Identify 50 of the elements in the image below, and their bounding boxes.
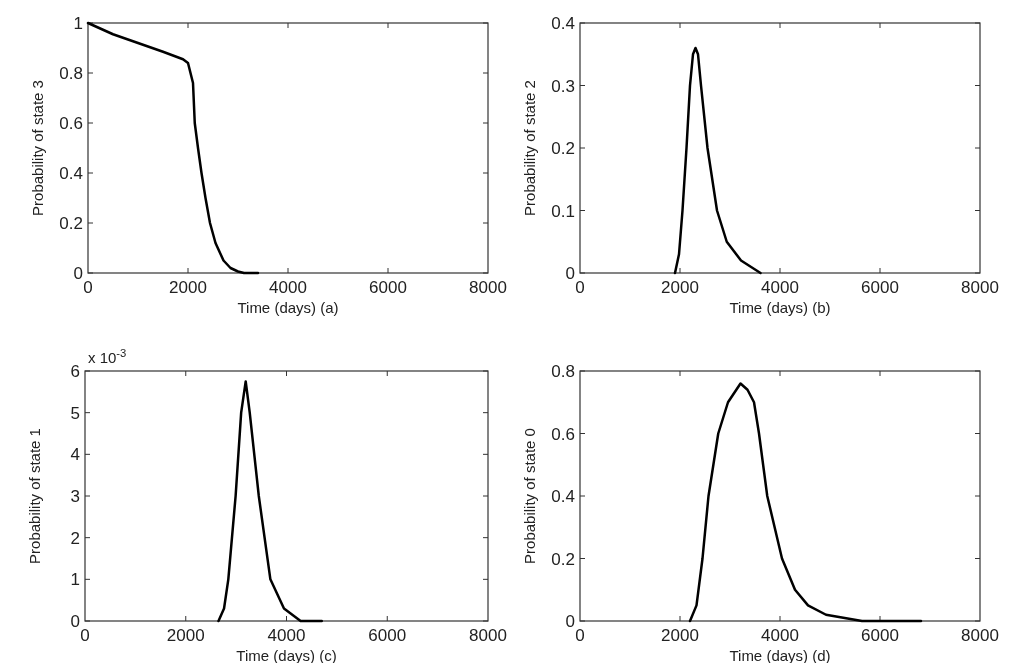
y-tick-label: 0.4	[551, 487, 575, 506]
y-tick-label: 0.4	[59, 164, 83, 183]
x-tick-label: 4000	[761, 626, 799, 645]
x-tick-label: 2000	[166, 626, 205, 645]
y-tick-label: 3	[70, 487, 80, 506]
y-tick-label: 5	[70, 403, 80, 423]
line-series	[86, 21, 260, 275]
line-series	[688, 382, 923, 623]
x-tick-label: 2000	[661, 278, 699, 297]
y-tick-label: 0.1	[551, 201, 575, 221]
x-tick-label: 6000	[861, 278, 899, 297]
y-tick-label: 0	[70, 612, 80, 631]
y-tick-label: 0.6	[59, 114, 83, 133]
x-tick-label: 8000	[961, 626, 999, 645]
y-axis-title: Probability of state 1	[26, 428, 43, 564]
text: x 10$^{-3}$	[88, 347, 127, 366]
x-tick-label: 6000	[861, 626, 899, 645]
y-axis-title: Probability of state 0	[521, 428, 538, 564]
line-series	[673, 46, 762, 275]
x-tick-label: 8000	[469, 278, 507, 297]
x-tick-label: 4000	[761, 278, 799, 297]
y-tick-label: 0.4	[551, 14, 575, 33]
x-tick-label: 6000	[368, 626, 407, 645]
y-axis-title: Probability of state 3	[29, 80, 46, 216]
x-axis-title: Time (days) (a)	[237, 299, 339, 316]
y-tick-label: 1	[73, 14, 83, 33]
x-tick-label: 8000	[469, 626, 507, 645]
y-tick-label: 6	[70, 362, 80, 381]
y-tick-label: 2	[70, 528, 80, 548]
y-tick-label: 0.3	[551, 76, 575, 96]
x-axis-title: Time (days) (b)	[729, 299, 831, 316]
y-tick-label: 0	[73, 264, 83, 283]
line-series	[217, 380, 324, 623]
y-axis-title: Probability of state 2	[521, 80, 538, 216]
x-tick-label: 6000	[369, 278, 407, 297]
x-tick-label: 4000	[269, 278, 307, 297]
x-tick-label: 4000	[267, 626, 306, 645]
y-tick-label: 0.6	[551, 424, 575, 444]
y-tick-label: 0.8	[59, 64, 83, 83]
y-tick-label: 0	[565, 612, 575, 631]
x-tick-label: 8000	[961, 278, 999, 297]
y-tick-label: 0.8	[551, 362, 575, 381]
y-tick-label: 0	[565, 264, 575, 283]
y-tick-label: 1	[70, 570, 80, 590]
x-tick-label: 2000	[661, 626, 699, 645]
y-tick-label: 0.2	[551, 549, 575, 569]
y-tick-label: 0.2	[59, 214, 83, 233]
x-tick-label: 2000	[169, 278, 207, 297]
y-tick-label: 4	[70, 445, 80, 465]
y-tick-label: 0.2	[551, 139, 575, 158]
